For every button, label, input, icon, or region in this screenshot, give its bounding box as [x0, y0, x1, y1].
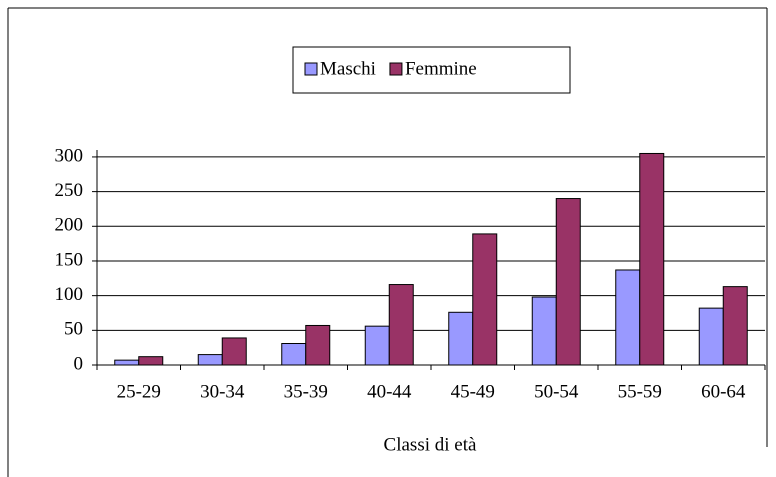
bar [555, 198, 581, 366]
x-tick-label: 30-34 [200, 381, 245, 402]
legend-swatch [389, 62, 403, 76]
y-tick-label: 0 [74, 353, 84, 374]
bar [197, 354, 223, 366]
x-tick-label: 40-44 [367, 381, 412, 402]
bar [698, 307, 724, 366]
y-tick-label: 150 [55, 249, 84, 270]
bar [639, 152, 665, 366]
x-tick-label: 25-29 [117, 381, 161, 402]
bar [281, 343, 307, 366]
legend-label: Femmine [405, 58, 477, 79]
bar [388, 284, 414, 366]
legend-swatch [304, 62, 318, 76]
bar [472, 233, 498, 366]
bar [114, 359, 140, 366]
bar [448, 311, 474, 366]
bar [364, 325, 390, 366]
x-tick-label: 50-54 [534, 381, 579, 402]
y-tick-label: 50 [64, 319, 83, 340]
x-tick-label: 60-64 [701, 381, 746, 402]
legend-box [292, 46, 571, 94]
bar [531, 296, 557, 366]
bar [221, 337, 247, 366]
x-axis-label: Classi di età [384, 434, 477, 455]
bar [305, 324, 331, 366]
legend-label: Maschi [320, 58, 376, 79]
y-tick-label: 200 [55, 215, 84, 236]
x-tick-label: 35-39 [284, 381, 328, 402]
y-tick-label: 250 [55, 180, 84, 201]
bar [138, 356, 164, 366]
y-tick-label: 300 [55, 145, 84, 166]
x-tick-label: 45-49 [451, 381, 495, 402]
bar [722, 286, 748, 366]
x-tick-label: 55-59 [618, 381, 662, 402]
bar [615, 269, 641, 366]
y-tick-label: 100 [55, 284, 84, 305]
